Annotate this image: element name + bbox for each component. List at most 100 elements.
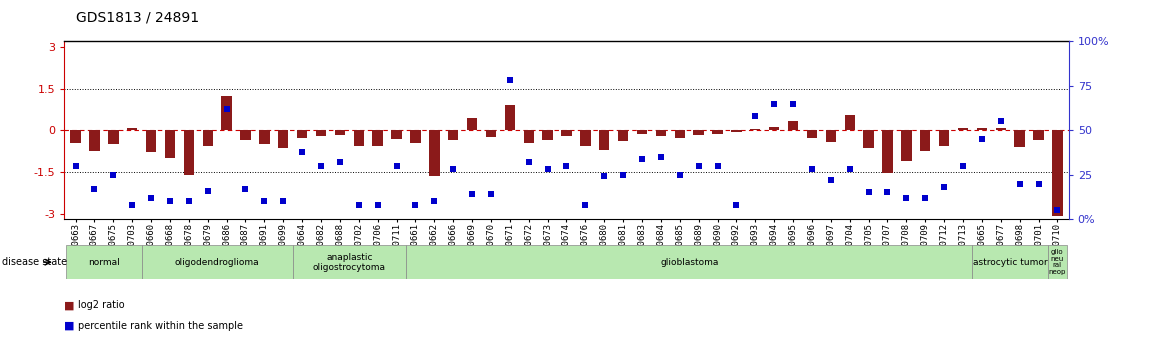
Bar <box>1015 130 1024 147</box>
Bar <box>863 130 874 148</box>
Bar <box>618 130 628 141</box>
Point <box>802 167 821 172</box>
Bar <box>599 130 610 150</box>
Text: ■: ■ <box>64 321 75 331</box>
Bar <box>694 130 704 135</box>
Bar <box>354 130 364 146</box>
Bar <box>183 130 194 175</box>
Bar <box>807 130 818 138</box>
Point <box>765 101 784 106</box>
Point <box>1029 181 1048 186</box>
Bar <box>1048 245 1066 279</box>
Bar <box>976 128 987 130</box>
Text: glioblastoma: glioblastoma <box>660 258 718 267</box>
Point <box>123 202 141 208</box>
Point <box>953 163 972 169</box>
Bar <box>486 130 496 137</box>
Point <box>708 163 726 169</box>
Point <box>1048 207 1066 213</box>
Bar <box>315 130 326 136</box>
Bar <box>293 245 406 279</box>
Point <box>538 167 557 172</box>
Bar <box>146 130 157 152</box>
Bar <box>505 105 515 130</box>
Bar <box>202 130 213 146</box>
Bar <box>769 127 779 130</box>
Point <box>199 188 217 194</box>
Point <box>652 154 670 160</box>
Text: astrocytic tumor: astrocytic tumor <box>973 258 1048 267</box>
Text: log2 ratio: log2 ratio <box>78 300 125 310</box>
Bar <box>675 130 684 138</box>
Bar <box>259 130 270 144</box>
Bar <box>562 130 571 136</box>
Bar <box>731 130 742 132</box>
Point <box>331 159 349 165</box>
Text: disease state: disease state <box>2 257 68 267</box>
Text: percentile rank within the sample: percentile rank within the sample <box>78 321 243 331</box>
Bar <box>882 130 892 173</box>
Bar <box>165 130 175 158</box>
Point <box>444 167 463 172</box>
Bar <box>920 130 931 151</box>
Point <box>973 136 992 142</box>
Point <box>689 163 708 169</box>
Point <box>368 202 387 208</box>
Bar <box>109 130 118 144</box>
Point <box>1010 181 1029 186</box>
Point <box>633 156 652 161</box>
Bar <box>141 245 293 279</box>
Point <box>161 199 180 204</box>
Point <box>312 163 331 169</box>
Point <box>255 199 273 204</box>
Bar <box>902 130 911 161</box>
Point <box>934 184 953 190</box>
Bar <box>750 129 760 130</box>
Bar <box>449 130 458 140</box>
Point <box>557 163 576 169</box>
Bar <box>958 128 968 130</box>
Bar <box>1052 130 1063 216</box>
Bar <box>995 128 1006 130</box>
Bar <box>278 130 288 148</box>
Bar <box>391 130 402 139</box>
Point <box>274 199 293 204</box>
Bar <box>712 130 723 134</box>
Bar <box>939 130 950 146</box>
Point <box>85 186 104 191</box>
Bar <box>222 96 231 130</box>
Bar <box>127 128 138 130</box>
Point <box>349 202 368 208</box>
Bar <box>542 130 552 140</box>
Bar <box>410 130 420 143</box>
Text: anaplastic
oligostrocytoma: anaplastic oligostrocytoma <box>313 253 385 272</box>
Text: oligodendroglioma: oligodendroglioma <box>175 258 259 267</box>
Bar <box>655 130 666 136</box>
Point <box>520 159 538 165</box>
Point <box>746 113 765 119</box>
Point <box>992 119 1010 124</box>
Bar <box>89 130 99 151</box>
Bar <box>67 245 141 279</box>
Point <box>784 101 802 106</box>
Point <box>104 172 123 177</box>
Bar <box>70 130 81 143</box>
Text: GDS1813 / 24891: GDS1813 / 24891 <box>76 10 199 24</box>
Point <box>141 195 160 200</box>
Point <box>217 106 236 112</box>
Point <box>481 191 500 197</box>
Point <box>821 177 840 183</box>
Point <box>878 190 897 195</box>
Point <box>501 78 520 83</box>
Bar <box>241 130 251 140</box>
Bar <box>335 130 345 135</box>
Point <box>388 163 406 169</box>
Bar <box>844 115 855 130</box>
Point <box>840 167 858 172</box>
Bar <box>1034 130 1044 140</box>
Point <box>67 163 85 169</box>
Point <box>670 172 689 177</box>
Bar <box>788 120 798 130</box>
Bar <box>467 118 478 130</box>
Text: ■: ■ <box>64 300 75 310</box>
